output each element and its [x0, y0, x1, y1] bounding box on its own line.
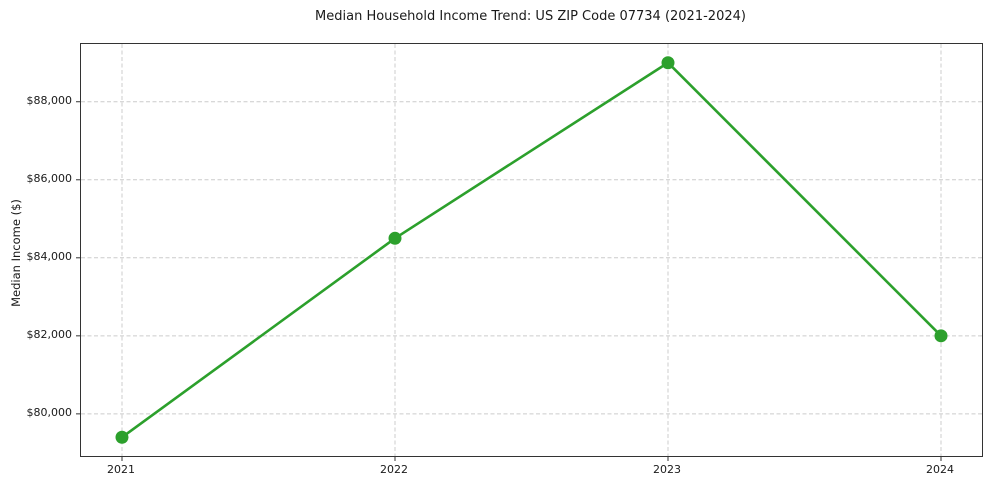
x-tick-label: 2023: [653, 463, 681, 476]
chart-title: Median Household Income Trend: US ZIP Co…: [315, 9, 746, 24]
y-tick-label: $84,000: [26, 249, 73, 263]
y-tick-label: $86,000: [26, 171, 73, 185]
y-tick-label: $80,000: [26, 405, 73, 419]
data-point-marker: [934, 329, 948, 343]
series-line: [120, 61, 943, 439]
x-tick-label: 2022: [380, 463, 408, 476]
y-tick-label: $88,000: [26, 93, 73, 107]
data-point-marker: [115, 430, 129, 444]
x-tick-label: 2024: [926, 463, 954, 476]
x-tick-label: 2021: [107, 463, 135, 476]
plot-area: [76, 43, 983, 461]
data-point-marker: [661, 56, 675, 70]
y-tick-label: $82,000: [26, 327, 73, 341]
data-point-marker: [388, 231, 402, 245]
line-chart-svg: [76, 44, 982, 461]
